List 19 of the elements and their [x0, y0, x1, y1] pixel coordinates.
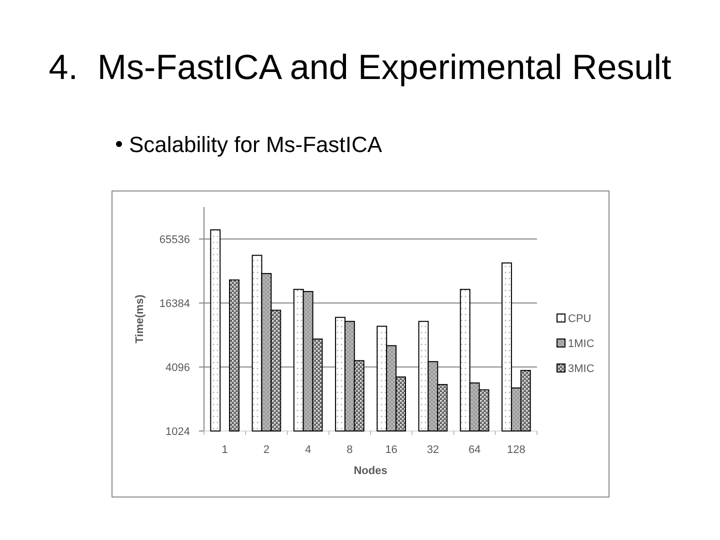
x-axis-title: Nodes [354, 465, 388, 477]
y-tick-label: 4096 [166, 362, 190, 374]
chart-title: 4. Ms-FastICA and Experimental Result [48, 48, 672, 87]
legend-label: 1MIC [568, 338, 594, 350]
x-tick-label: 64 [468, 444, 481, 456]
x-tick-label: 2 [263, 444, 270, 456]
chart-subtitle: Scalability for Ms-FastICA [129, 132, 382, 157]
x-tick-label: 4 [305, 444, 312, 456]
x-tick-label: 16 [385, 444, 398, 456]
x-tick-label: 8 [346, 444, 353, 456]
legend-label: 3MIC [568, 363, 594, 375]
x-tick-label: 128 [507, 444, 526, 456]
x-tick-label: 1 [222, 444, 228, 456]
y-tick-label: 65536 [159, 234, 190, 246]
y-axis-title: Time(ms) [134, 294, 146, 344]
y-tick-label: 1024 [166, 426, 190, 438]
x-tick-label: 32 [426, 444, 440, 456]
legend-label: CPU [568, 313, 592, 325]
y-tick-label: 16384 [159, 298, 190, 310]
